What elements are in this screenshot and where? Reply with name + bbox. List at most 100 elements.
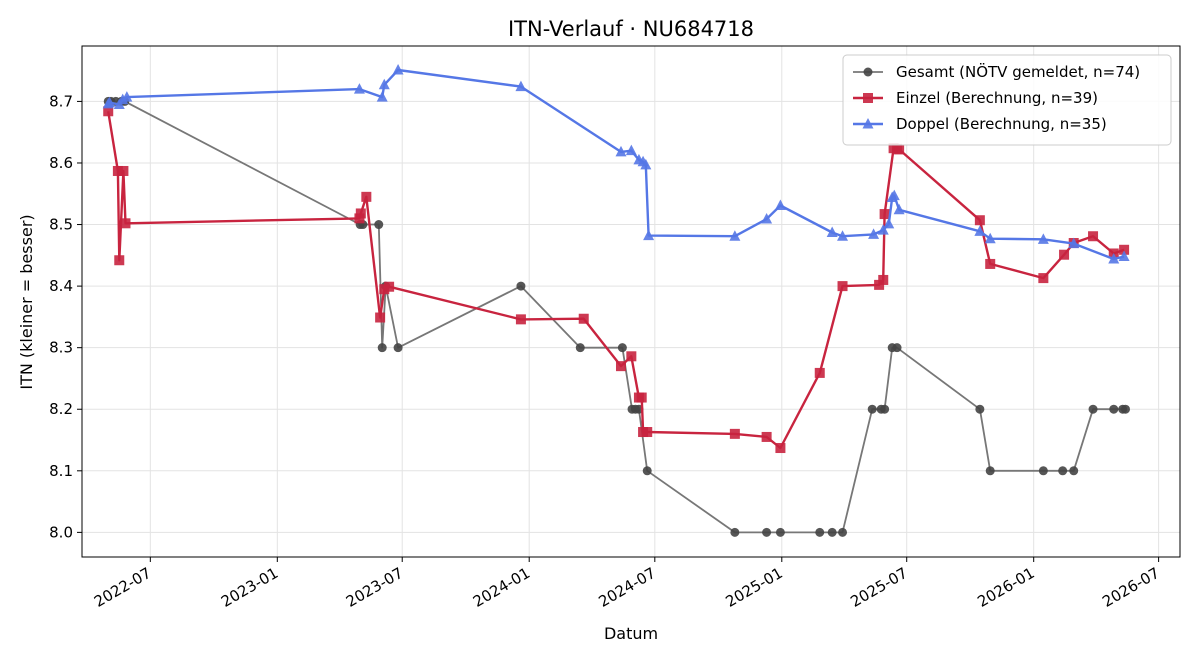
data-point-einzel	[361, 191, 372, 202]
data-point-gesamt	[1069, 466, 1079, 476]
data-point-einzel	[375, 312, 386, 323]
data-point-doppel	[888, 189, 900, 201]
legend-label: Gesamt (NÖTV gemeldet, n=74)	[896, 62, 1140, 81]
data-point-gesamt	[516, 281, 526, 291]
data-point-gesamt	[1088, 404, 1098, 414]
data-point-doppel	[984, 232, 996, 244]
plot-frame	[81, 45, 1181, 558]
data-point-doppel	[515, 80, 527, 92]
data-point-gesamt	[975, 404, 985, 414]
legend-label: Doppel (Berechnung, n=35)	[896, 115, 1107, 133]
data-point-doppel	[893, 203, 905, 215]
data-point-gesamt	[1109, 404, 1119, 414]
data-point-gesamt	[775, 527, 785, 537]
data-point-einzel	[642, 427, 653, 438]
data-point-gesamt	[374, 220, 384, 230]
chart-title: ITN-Verlauf · NU684718	[508, 17, 754, 41]
y-tick-label: 8.7	[49, 92, 73, 110]
data-point-gesamt	[575, 343, 585, 353]
data-point-doppel	[643, 229, 655, 241]
legend-marker	[862, 118, 874, 129]
data-point-einzel	[814, 367, 825, 378]
data-point-doppel	[1068, 237, 1080, 249]
data-point-doppel	[376, 91, 388, 102]
data-point-doppel	[640, 158, 652, 170]
data-point-einzel	[118, 165, 129, 176]
data-point-einzel	[1059, 249, 1070, 260]
data-point-einzel	[879, 209, 890, 220]
legend-box	[842, 54, 1172, 146]
data-point-einzel	[578, 313, 589, 324]
data-point-gesamt	[985, 466, 995, 476]
data-point-einzel	[1119, 244, 1130, 255]
data-point-einzel	[636, 392, 647, 403]
y-tick-label: 8.0	[49, 523, 73, 541]
data-point-doppel	[625, 144, 637, 156]
data-point-gesamt	[867, 404, 877, 414]
data-point-doppel	[104, 96, 116, 108]
data-point-gesamt	[1058, 466, 1068, 476]
legend-marker	[863, 67, 873, 77]
y-tick-label: 8.4	[49, 277, 73, 295]
data-point-einzel	[974, 215, 985, 226]
data-point-doppel	[826, 226, 838, 238]
data-point-doppel	[868, 228, 880, 239]
data-point-einzel	[985, 258, 996, 269]
data-point-einzel	[878, 274, 889, 285]
data-point-einzel	[729, 428, 740, 439]
data-point-doppel	[774, 199, 786, 210]
y-tick-label: 8.3	[49, 339, 73, 357]
y-tick-label: 8.1	[49, 462, 73, 480]
data-point-einzel	[615, 361, 626, 372]
data-point-doppel	[837, 230, 849, 241]
data-point-einzel	[626, 351, 637, 362]
data-point-doppel	[121, 91, 133, 102]
data-point-einzel	[1088, 231, 1099, 242]
data-point-einzel	[384, 281, 395, 292]
legend: Gesamt (NÖTV gemeldet, n=74) Einzel (Bere…	[842, 54, 1172, 146]
data-point-doppel	[883, 217, 895, 229]
y-tick-label: 8.6	[49, 154, 73, 172]
data-point-doppel	[615, 145, 627, 157]
data-point-doppel	[1108, 253, 1120, 264]
data-point-einzel	[837, 281, 848, 292]
y-tick-label: 8.5	[49, 216, 73, 234]
data-point-gesamt	[762, 527, 772, 537]
data-point-gesamt	[880, 404, 890, 414]
series-layer	[102, 64, 1130, 537]
data-point-gesamt	[642, 466, 652, 476]
data-point-einzel	[103, 106, 114, 117]
data-point-gesamt	[815, 527, 825, 537]
data-point-doppel	[1118, 250, 1130, 262]
data-point-doppel	[1037, 233, 1049, 244]
data-point-einzel	[894, 144, 905, 155]
legend-item-gesamt: Gesamt (NÖTV gemeldet, n=74)	[853, 62, 1140, 81]
data-point-gesamt	[377, 343, 387, 353]
x-axis-label: Datum	[604, 624, 658, 643]
data-point-gesamt	[838, 527, 848, 537]
data-point-doppel	[729, 230, 741, 241]
data-point-doppel	[877, 224, 889, 235]
legend-label: Einzel (Berechnung, n=39)	[896, 89, 1098, 107]
data-point-doppel	[378, 78, 390, 90]
data-point-einzel	[775, 443, 786, 454]
data-point-einzel	[114, 255, 125, 266]
data-point-gesamt	[892, 343, 902, 353]
data-point-einzel	[112, 165, 123, 176]
legend-item-einzel: Einzel (Berechnung, n=39)	[853, 89, 1098, 107]
y-axis-label: ITN (kleiner = besser)	[17, 214, 36, 389]
data-point-einzel	[120, 218, 131, 229]
data-point-gesamt	[730, 527, 740, 537]
data-point-gesamt	[827, 527, 837, 537]
data-point-gesamt	[1038, 466, 1048, 476]
data-point-doppel	[392, 64, 404, 75]
data-point-einzel	[355, 208, 366, 219]
data-point-gesamt	[617, 343, 627, 353]
series-einzel	[103, 106, 1130, 454]
data-point-doppel	[974, 225, 986, 236]
legend-marker	[863, 93, 873, 103]
y-tick-label: 8.2	[49, 400, 73, 418]
data-point-doppel	[353, 83, 365, 94]
